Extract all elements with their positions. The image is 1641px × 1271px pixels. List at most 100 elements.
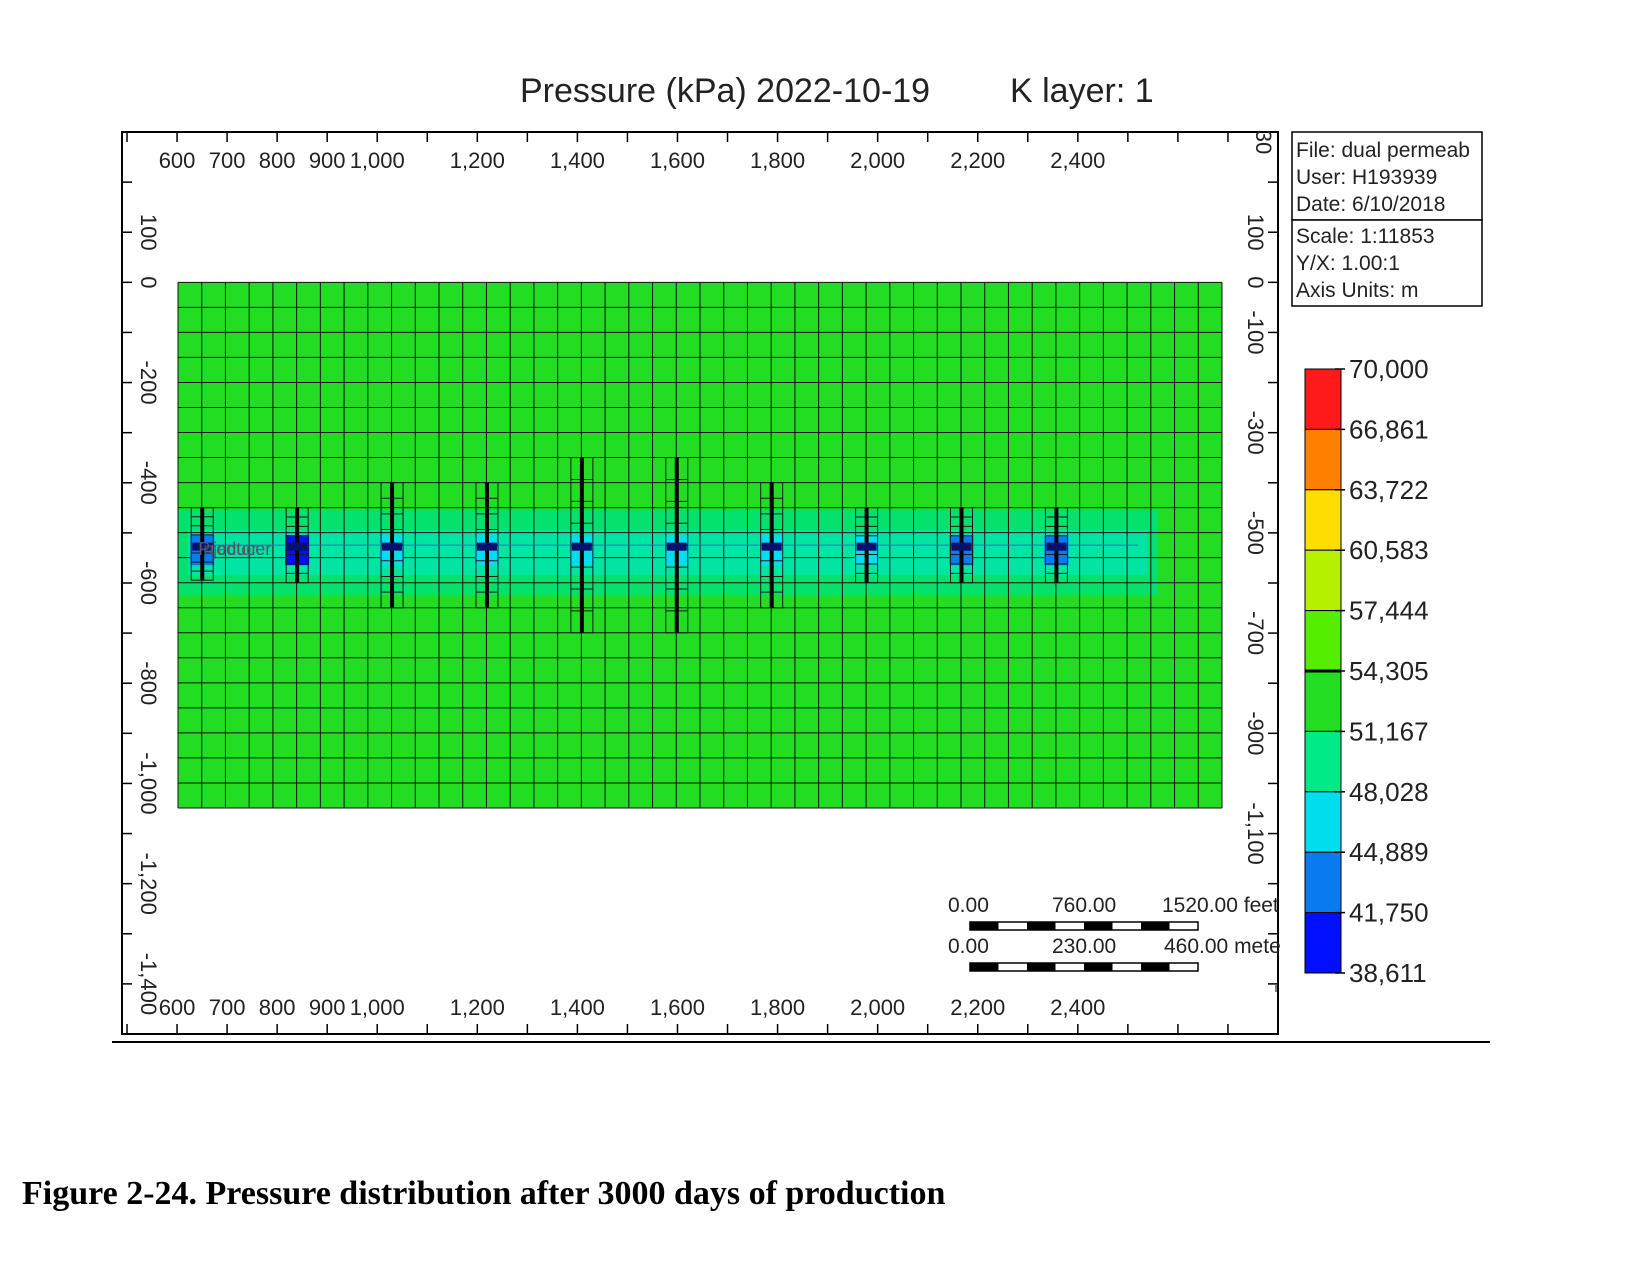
x-tick-label-top: 600 bbox=[159, 148, 196, 173]
x-tick-label-bottom: 1,400 bbox=[550, 995, 605, 1020]
colorbar-swatch bbox=[1304, 670, 1342, 732]
colorbar-swatch bbox=[1304, 912, 1342, 974]
colorbar-swatch bbox=[1304, 730, 1342, 793]
well-perf-2 bbox=[287, 542, 308, 551]
x-tick-label-top: 1,400 bbox=[550, 148, 605, 173]
scalebar-segment bbox=[1141, 922, 1170, 930]
well-perf-7 bbox=[761, 542, 782, 551]
x-tick-label-bottom: 2,200 bbox=[950, 995, 1005, 1020]
y-tick-label-right: -300 bbox=[1243, 411, 1268, 455]
colorbar-swatch bbox=[1304, 428, 1342, 491]
scalebar-meter-label: 460.00 mete bbox=[1164, 935, 1281, 958]
y-tick-label-left: -800 bbox=[136, 661, 161, 705]
well-perf-10 bbox=[1046, 542, 1067, 551]
scalebar-segment bbox=[1084, 963, 1113, 971]
well-perf-8 bbox=[856, 542, 877, 551]
y-tick-label-left: -1,400 bbox=[136, 953, 161, 1015]
well-perf-3 bbox=[382, 542, 403, 551]
pressure-map-figure: Pressure (kPa) 2022-10-19 K layer: 1 Pro… bbox=[112, 72, 1490, 1043]
x-tick-label-bottom: 2,000 bbox=[850, 995, 905, 1020]
colorbar-label: 44,889 bbox=[1349, 837, 1429, 867]
colorbar-swatch bbox=[1304, 791, 1342, 853]
scalebar-feet-label: 1520.00 feet bbox=[1162, 894, 1279, 917]
info-line: Y/X: 1.00:1 bbox=[1296, 252, 1400, 275]
scalebar-segment bbox=[1027, 963, 1056, 971]
colorbar-swatch bbox=[1304, 610, 1342, 672]
scalebar-segment bbox=[1141, 963, 1170, 971]
x-tick-label-bottom: 1,200 bbox=[450, 995, 505, 1020]
colorbar-label: 41,750 bbox=[1349, 898, 1429, 928]
y-tick-label-left: 0 bbox=[136, 276, 161, 288]
x-tick-label-bottom: 2,400 bbox=[1050, 995, 1105, 1020]
well-perf-5 bbox=[571, 542, 592, 551]
colorbar-label: 54,305 bbox=[1349, 656, 1429, 686]
figure-caption: Figure 2-24. Pressure distribution after… bbox=[22, 1175, 946, 1212]
info-line: Date: 6/10/2018 bbox=[1296, 193, 1445, 216]
x-tick-label-top: 1,000 bbox=[350, 148, 405, 173]
x-tick-label-top: 1,800 bbox=[750, 148, 805, 173]
x-tick-label-top: 1,200 bbox=[450, 148, 505, 173]
y-tick-label-right: 0 bbox=[1243, 276, 1268, 288]
colorbar-label: 70,000 bbox=[1349, 354, 1429, 384]
y-tick-label-left: -600 bbox=[136, 561, 161, 605]
info-line: User: H193939 bbox=[1296, 166, 1437, 189]
scalebar-feet-label: 760.00 bbox=[1052, 894, 1116, 917]
info-line: File: dual permeab bbox=[1296, 139, 1470, 162]
x-tick-label-bottom: 700 bbox=[209, 995, 246, 1020]
x-tick-label-top: 2,400 bbox=[1050, 148, 1105, 173]
well-perf-6 bbox=[666, 542, 687, 551]
scalebar-segment bbox=[1027, 922, 1056, 930]
colorbar-label: 66,861 bbox=[1349, 414, 1429, 444]
x-tick-label-bottom: 800 bbox=[259, 995, 296, 1020]
colorbar-label: 63,722 bbox=[1349, 475, 1429, 505]
scalebar-meter-label: 0.00 bbox=[948, 935, 989, 958]
colorbar-label: 51,167 bbox=[1349, 716, 1429, 746]
x-tick-label-top: 900 bbox=[309, 148, 346, 173]
colorbar-label: 38,611 bbox=[1349, 958, 1427, 988]
info-line: Axis Units: m bbox=[1296, 279, 1419, 302]
x-tick-label-bottom: 900 bbox=[309, 995, 346, 1020]
y-tick-label-right: 100 bbox=[1243, 214, 1268, 251]
y-tick-label-left: -200 bbox=[136, 361, 161, 405]
colorbar-label: 57,444 bbox=[1349, 596, 1429, 626]
scalebar-meter-label: 230.00 bbox=[1052, 935, 1116, 958]
chart-subtitle: K layer: 1 bbox=[1010, 72, 1154, 110]
y-tick-label-right: -100 bbox=[1243, 310, 1268, 354]
well-label-producer: Producer bbox=[198, 539, 271, 559]
colorbar-swatch bbox=[1304, 549, 1342, 612]
x-tick-label-bottom: 1,600 bbox=[650, 995, 705, 1020]
x-tick-label-top: 1,600 bbox=[650, 148, 705, 173]
well-label-injector: Injector bbox=[198, 539, 257, 559]
y-tick-label-right: -900 bbox=[1243, 711, 1268, 755]
y-tick-label-left: -1,200 bbox=[136, 852, 161, 914]
scalebar-segment bbox=[970, 963, 999, 971]
x-tick-label-bottom: 1,800 bbox=[750, 995, 805, 1020]
colorbar-swatch bbox=[1304, 368, 1342, 430]
scalebar-segment bbox=[1084, 922, 1113, 930]
info-box-scale bbox=[1291, 219, 1483, 307]
colorbar-swatch bbox=[1304, 851, 1342, 914]
x-tick-label-top: 700 bbox=[209, 148, 246, 173]
x-tick-label-top: 2,000 bbox=[850, 148, 905, 173]
x-tick-label-top: 2,200 bbox=[950, 148, 1005, 173]
y-tick-label-right: -500 bbox=[1243, 511, 1268, 555]
y-tick-label-left: 100 bbox=[136, 214, 161, 251]
info-line: Scale: 1:11853 bbox=[1296, 225, 1435, 248]
well-perf-4 bbox=[476, 542, 497, 551]
x-tick-label-bottom: 600 bbox=[159, 995, 196, 1020]
x-tick-label-bottom: 1,000 bbox=[350, 995, 405, 1020]
scalebar-feet-label: 0.00 bbox=[948, 894, 989, 917]
well-perf-1 bbox=[192, 542, 213, 551]
y-tick-label-left: -1,000 bbox=[136, 752, 161, 814]
well-perf-9 bbox=[951, 542, 972, 551]
colorbar-swatch bbox=[1304, 489, 1342, 551]
y-tick-label-right: -700 bbox=[1243, 611, 1268, 655]
scalebar-segment bbox=[970, 922, 999, 930]
x-tick-label-top: 800 bbox=[259, 148, 296, 173]
y-tick-label-right: -1,100 bbox=[1243, 802, 1268, 864]
colorbar-label: 60,583 bbox=[1349, 535, 1429, 565]
y-tick-label-left: -400 bbox=[136, 461, 161, 505]
chart-title: Pressure (kPa) 2022-10-19 bbox=[520, 72, 930, 110]
info-box-file bbox=[1291, 131, 1483, 221]
colorbar-label: 48,028 bbox=[1349, 777, 1429, 807]
